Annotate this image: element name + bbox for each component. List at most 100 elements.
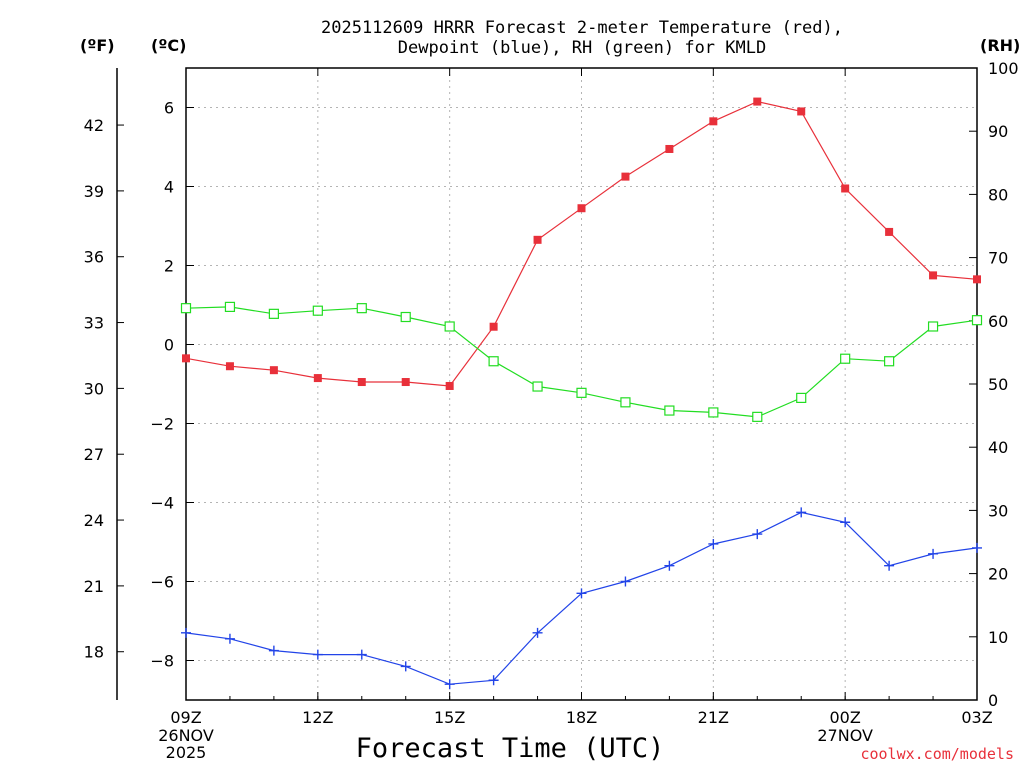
fahrenheit-tick-label: 18	[84, 643, 104, 662]
dewpoint-point	[884, 560, 895, 571]
rh-tick-label: 90	[988, 122, 1008, 141]
celsius-tick-label: 0	[164, 336, 174, 355]
x-tick-sublabel: 2025	[166, 743, 207, 762]
rh-point	[664, 405, 675, 416]
rh-line	[185, 306, 978, 418]
rh-point	[312, 305, 323, 316]
x-tick-label: 09Z	[170, 708, 201, 727]
dewpoint-point	[181, 627, 191, 638]
temperature-point	[577, 204, 586, 213]
temperature-point	[621, 172, 630, 181]
series-rh	[180, 301, 983, 422]
dewpoint-point	[268, 645, 279, 656]
fahrenheit-tick-label: 33	[84, 314, 104, 333]
rh-tick-label: 50	[988, 375, 1008, 394]
celsius-tick-label: 4	[164, 178, 174, 197]
dewpoint-point	[840, 517, 851, 528]
rh-point	[927, 321, 939, 332]
dewpoint-point	[356, 649, 367, 660]
temperature-point	[401, 378, 410, 387]
rh-point	[884, 356, 895, 367]
fahrenheit-tick-label: 27	[84, 445, 104, 464]
dewpoint-point	[224, 633, 235, 644]
temperature-point	[753, 97, 762, 106]
rh-tick-label: 80	[988, 185, 1008, 204]
rh-point	[576, 387, 587, 398]
dewpoint-point	[400, 661, 411, 672]
temperature-point	[797, 107, 806, 116]
x-tick-label: 21Z	[698, 708, 729, 727]
rh-tick-label: 30	[988, 501, 1008, 520]
dewpoint-point	[488, 675, 499, 686]
dewpoint-point	[752, 529, 763, 540]
rh-point	[180, 303, 192, 314]
rh-tick-label: 100	[988, 59, 1019, 78]
x-tick-label: 00Z	[830, 708, 861, 727]
plot-frame	[185, 67, 978, 701]
x-tick-sublabel: 26NOV	[158, 726, 214, 745]
temperature-point	[182, 354, 190, 363]
series-temperature	[182, 97, 981, 390]
rh-point	[268, 308, 279, 319]
celsius-tick-label: −6	[150, 573, 174, 592]
x-tick-label: 15Z	[434, 708, 465, 727]
temperature-point	[489, 322, 498, 331]
temperature-point	[445, 381, 454, 390]
rh-point	[444, 321, 455, 332]
chart-title-line1: 2025112609 HRRR Forecast 2-meter Tempera…	[321, 18, 843, 38]
temperature-point	[225, 362, 234, 371]
dewpoint-point	[928, 548, 939, 559]
ticks: −8−6−4−202461821242730333639420102030405…	[84, 59, 1019, 762]
temperature-point	[973, 275, 981, 284]
x-axis-label: Forecast Time (UTC)	[355, 733, 665, 764]
rh-tick-label: 10	[988, 628, 1008, 647]
series-dewpoint	[181, 507, 982, 690]
rh-point	[488, 356, 499, 367]
x-tick-label: 03Z	[961, 708, 992, 727]
rh-tick-label: 40	[988, 438, 1008, 457]
series-layer	[180, 97, 983, 690]
axes	[116, 67, 978, 701]
rh-point	[752, 411, 763, 422]
dewpoint-point	[444, 679, 455, 690]
temperature-point	[313, 374, 322, 383]
rh-tick-label: 60	[988, 312, 1008, 331]
chart-title-line2: Dewpoint (blue), RH (green) for KMLD	[397, 38, 767, 58]
x-tick-label: 18Z	[566, 708, 597, 727]
x-tick-label: 12Z	[302, 708, 333, 727]
celsius-tick-label: 2	[164, 257, 174, 276]
x-tick-sublabel: 27NOV	[817, 726, 873, 745]
rh-unit-label: (RH)	[980, 36, 1021, 55]
temperature-point	[929, 271, 938, 280]
dewpoint-point	[312, 649, 323, 660]
source-credit: coolwx.com/models	[860, 745, 1014, 763]
rh-point	[532, 381, 543, 392]
rh-point	[840, 353, 851, 364]
fahrenheit-tick-label: 36	[84, 248, 104, 267]
rh-tick-label: 20	[988, 565, 1008, 584]
celsius-tick-label: −4	[150, 494, 174, 513]
dewpoint-point	[664, 560, 675, 571]
temperature-point	[885, 227, 894, 236]
celsius-unit-label: (ºC)	[151, 36, 187, 55]
temperature-point	[709, 117, 718, 126]
rh-point	[356, 303, 367, 314]
fahrenheit-tick-label: 39	[84, 182, 104, 201]
fahrenheit-unit-label: (ºF)	[80, 36, 115, 55]
rh-point	[400, 311, 411, 323]
dewpoint-point	[532, 627, 543, 638]
rh-point	[620, 397, 631, 408]
celsius-tick-label: 6	[164, 99, 174, 118]
temperature-point	[357, 378, 366, 387]
dewpoint-point	[576, 588, 587, 599]
fahrenheit-tick-label: 30	[84, 379, 104, 398]
rh-point	[971, 315, 983, 326]
celsius-tick-label: −2	[150, 415, 174, 434]
dewpoint-point	[620, 576, 631, 587]
grid	[186, 68, 977, 700]
temperature-point	[269, 366, 278, 375]
rh-point	[796, 392, 807, 404]
temperature-point	[841, 184, 850, 193]
temperature-point	[533, 235, 542, 244]
